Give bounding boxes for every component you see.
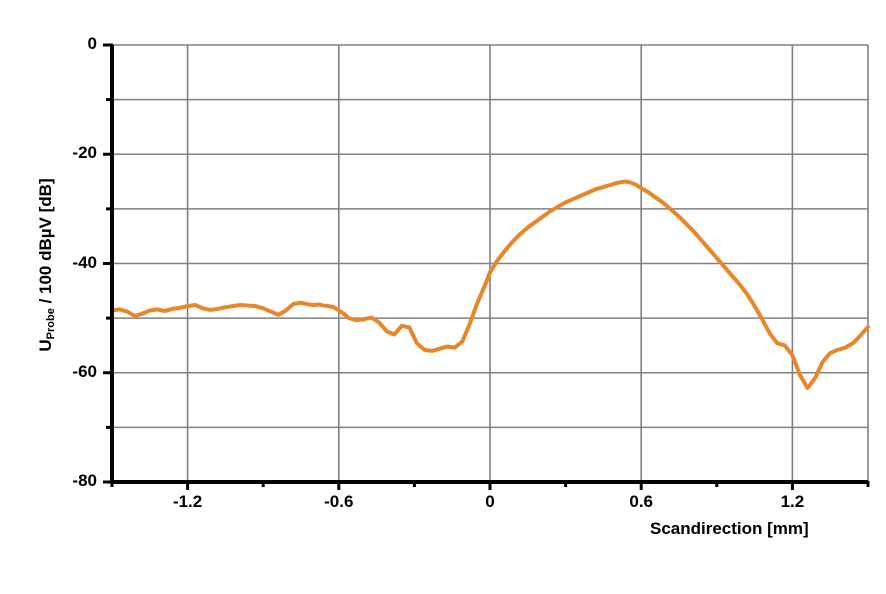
x-tick-label: -0.6 bbox=[324, 492, 354, 511]
x-tick-label: 0.6 bbox=[629, 492, 653, 511]
y-tick-label: 0 bbox=[87, 34, 97, 53]
y-tick-label: -20 bbox=[72, 143, 97, 163]
y-tick-label: -40 bbox=[72, 252, 97, 272]
y-tick-label: -80 bbox=[72, 471, 97, 490]
vertical-gridlines bbox=[186, 45, 869, 482]
y-axis-title-rest: / 100 dBµV [dB] bbox=[36, 178, 55, 309]
y-axis-title: UProbe / 100 dBµV [dB] bbox=[36, 150, 57, 380]
x-tick-label: 1.2 bbox=[780, 492, 805, 511]
y-axis-title-subscript: Probe bbox=[45, 308, 57, 340]
x-tick-label: 0 bbox=[485, 492, 495, 511]
y-axis-title-main: U bbox=[36, 339, 55, 352]
x-axis-title: Scandirection [mm] bbox=[650, 519, 809, 538]
x-tick-label: -1.2 bbox=[172, 492, 203, 511]
data-series-line bbox=[110, 179, 870, 391]
y-tick-label: -60 bbox=[72, 361, 97, 381]
